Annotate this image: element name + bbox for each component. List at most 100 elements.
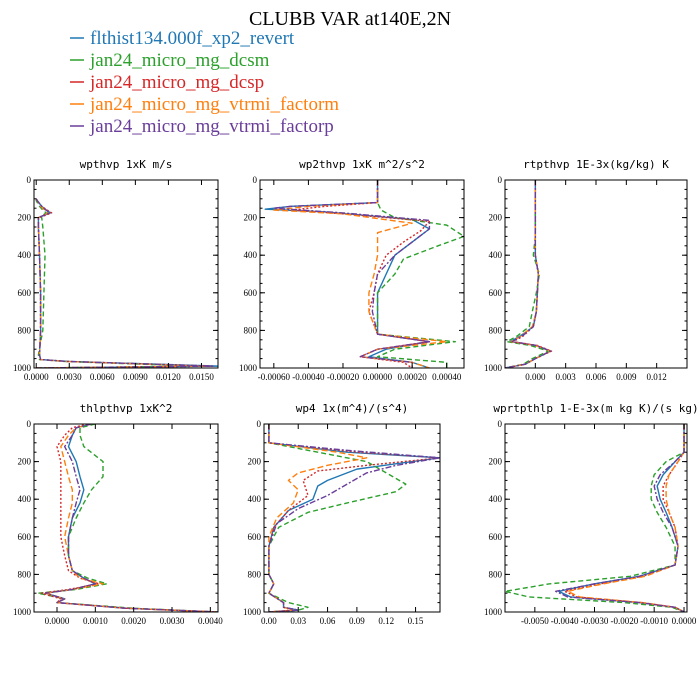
x-tick-label: 0.0090: [123, 372, 148, 382]
x-tick-label: -0.0040: [551, 616, 579, 626]
x-tick-label: 0.0040: [198, 616, 223, 626]
y-tick-label: 1000: [13, 363, 32, 373]
x-tick-label: 0.00: [261, 616, 277, 626]
series-line: [505, 180, 553, 368]
y-tick-label: 200: [248, 457, 262, 467]
legend-label: flthist134.000f_xp2_revert: [90, 28, 295, 49]
y-tick-label: 0: [498, 175, 503, 185]
y-tick-label: 800: [18, 569, 32, 579]
y-tick-label: 600: [489, 288, 503, 298]
y-tick-label: 400: [18, 250, 32, 260]
series-line: [268, 424, 440, 612]
y-tick-label: 600: [18, 532, 32, 542]
y-tick-label: 800: [248, 569, 262, 579]
y-tick-label: 400: [244, 250, 258, 260]
x-tick-label: 0.009: [616, 372, 637, 382]
legend: flthist134.000f_xp2_revertjan24_micro_mg…: [70, 28, 339, 137]
series-line: [44, 424, 218, 612]
series-group: [268, 424, 440, 612]
x-tick-label: 0.09: [349, 616, 365, 626]
panel-title: wp2thvp 1xK m^2/s^2: [299, 158, 425, 171]
series-group: [35, 198, 218, 368]
x-tick-label: 0.012: [647, 372, 667, 382]
y-tick-label: 0: [257, 419, 262, 429]
x-tick-label: 0.00020: [398, 372, 428, 382]
x-tick-label: 0.0150: [189, 372, 214, 382]
x-tick-label: 0.0000: [24, 372, 49, 382]
chart-panel: wprtpthlp 1-E-3x(m kg K)/(s kg) 0 200 400 60…: [484, 402, 699, 626]
y-tick-label: 0: [27, 175, 32, 185]
series-line: [44, 424, 218, 612]
series-line: [40, 424, 218, 612]
x-tick-label: 0.0000: [672, 616, 697, 626]
series-line: [35, 198, 208, 368]
y-tick-label: 800: [18, 325, 32, 335]
series-line: [264, 180, 431, 368]
series-group: [37, 424, 218, 612]
x-tick-label: 0.03: [290, 616, 306, 626]
plot-frame: [504, 179, 688, 369]
series-line: [268, 424, 407, 612]
y-tick-label: 200: [18, 213, 32, 223]
panel-title: wp4 1x(m^4)/(s^4): [296, 402, 409, 415]
y-tick-label: 800: [489, 569, 503, 579]
y-tick-label: 1000: [484, 363, 503, 373]
legend-item: flthist134.000f_xp2_revert: [70, 28, 295, 49]
series-line: [35, 198, 214, 368]
y-tick-label: 600: [18, 288, 32, 298]
chart-panel: rtpthvp 1E-3x(kg/kg) K 0 200 400 600 800 1000 0…: [484, 158, 688, 382]
x-tick-label: 0.0000: [45, 616, 70, 626]
y-tick-label: 600: [489, 532, 503, 542]
series-group: [264, 180, 464, 368]
series-line: [505, 180, 550, 368]
panel-title: wpthvp 1xK m/s: [80, 158, 173, 171]
y-tick-label: 1000: [13, 607, 32, 617]
x-tick-label: 0.000: [525, 372, 546, 382]
y-tick-label: 600: [248, 532, 262, 542]
series-line: [376, 180, 464, 368]
series-line: [273, 180, 431, 368]
legend-label: jan24_micro_mg_dcsp: [89, 72, 264, 93]
x-tick-label: 0.0030: [160, 616, 185, 626]
figure-title: CLUBB VAR at140E,2N: [249, 8, 451, 30]
legend-label: jan24_micro_mg_dcsm: [89, 50, 270, 71]
x-tick-label: -0.00040: [292, 372, 325, 382]
y-tick-label: 0: [498, 419, 503, 429]
x-tick-label: 0.06: [320, 616, 336, 626]
series-line: [558, 424, 685, 612]
panel-title: thlpthvp 1xK^2: [80, 402, 173, 415]
series-line: [268, 424, 440, 612]
y-tick-label: 1000: [243, 607, 262, 617]
y-tick-label: 800: [244, 325, 258, 335]
legend-item: jan24_micro_mg_vtrmi_factorp: [70, 116, 334, 137]
y-tick-label: 200: [489, 213, 503, 223]
panel-title: wprtpthlp 1-E-3x(m kg K)/(s kg): [493, 402, 698, 415]
y-tick-label: 400: [248, 494, 262, 504]
y-tick-label: 400: [18, 494, 32, 504]
x-tick-label: -0.0050: [521, 616, 549, 626]
legend-item: jan24_micro_mg_dcsm: [70, 50, 270, 71]
y-tick-label: 200: [489, 457, 503, 467]
y-tick-label: 0: [27, 419, 32, 429]
y-tick-label: 600: [244, 288, 258, 298]
plot-frame: [33, 179, 219, 369]
x-tick-label: 0.0120: [156, 372, 181, 382]
series-line: [566, 424, 685, 612]
series-group: [505, 180, 553, 368]
series-line: [273, 180, 448, 368]
legend-item: jan24_micro_mg_dcsp: [70, 72, 264, 93]
x-tick-label: -0.0020: [610, 616, 638, 626]
x-tick-label: 0.006: [586, 372, 607, 382]
series-line: [35, 198, 214, 368]
y-tick-label: 400: [489, 250, 503, 260]
y-tick-label: 800: [489, 325, 503, 335]
x-tick-label: 0.003: [556, 372, 577, 382]
y-tick-label: 400: [489, 494, 503, 504]
legend-label: jan24_micro_mg_vtrmi_factorp: [89, 116, 334, 137]
x-tick-label: 0.0060: [90, 372, 115, 382]
x-tick-label: -0.0030: [581, 616, 609, 626]
x-tick-label: 0.12: [378, 616, 394, 626]
